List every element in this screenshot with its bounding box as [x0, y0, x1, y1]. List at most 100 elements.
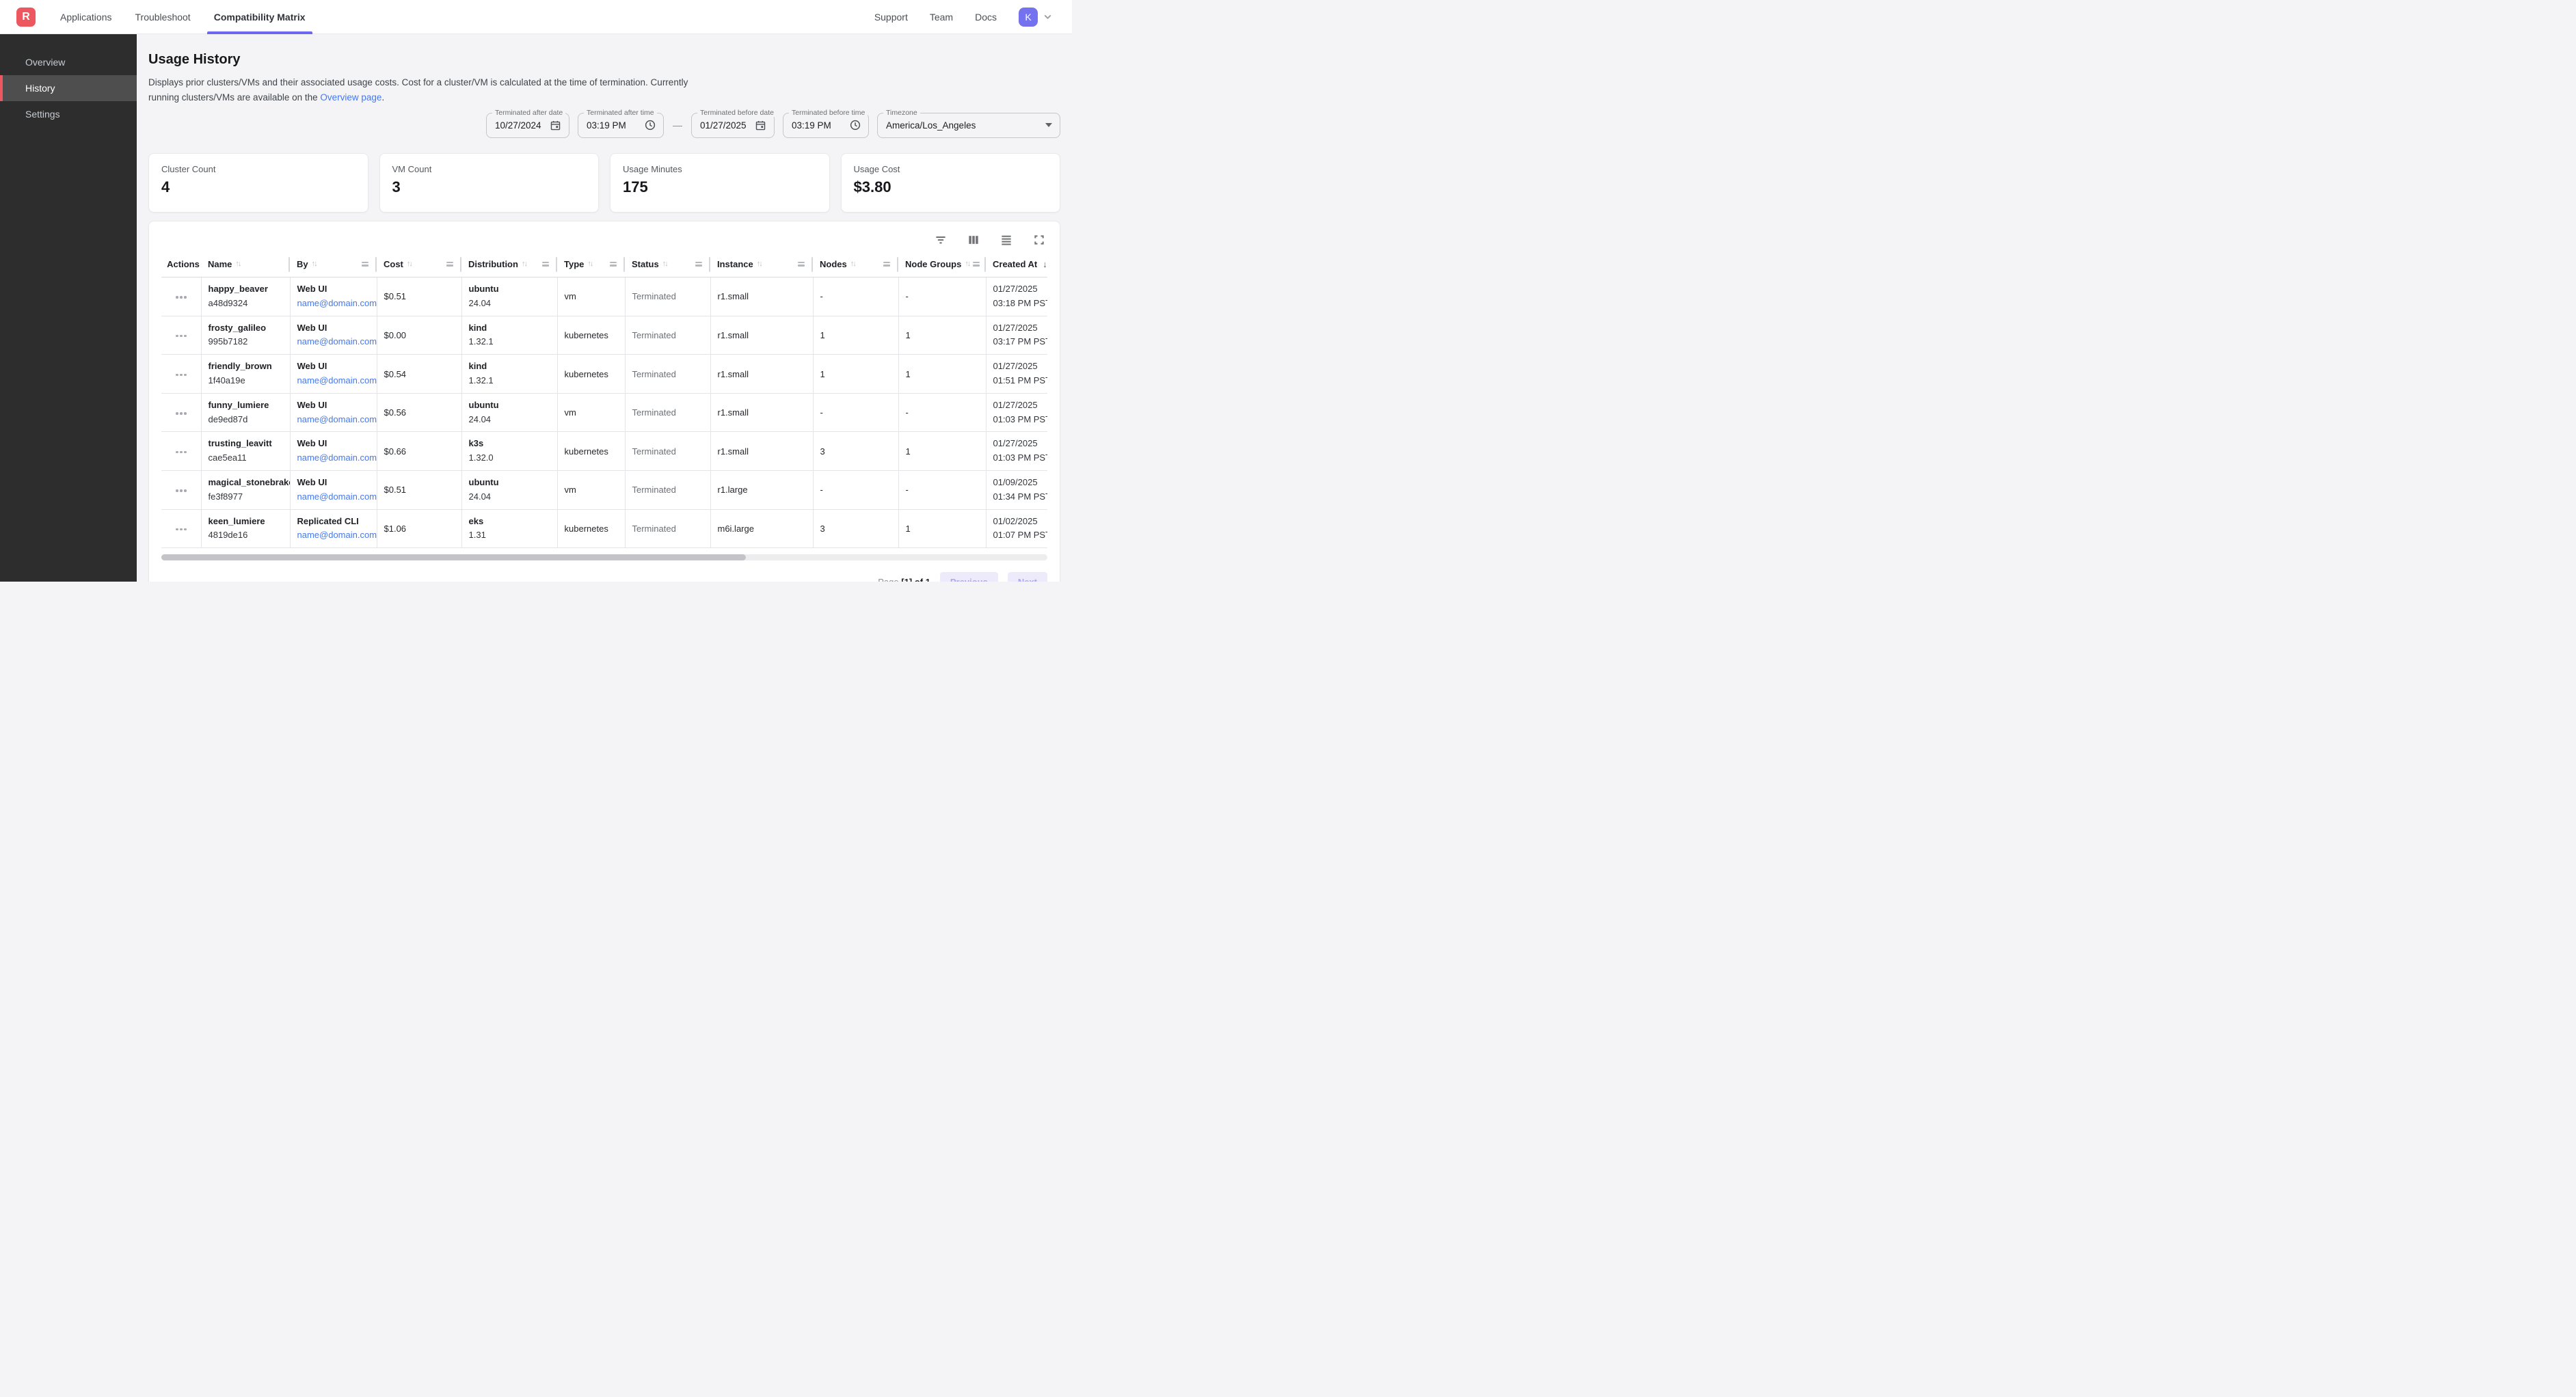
column-header-type[interactable]: Type ↑↓ — [557, 251, 625, 278]
terminated-before-date-input[interactable] — [700, 120, 752, 131]
created-time: 01:07 PM PST — [993, 530, 1048, 541]
actions-cell — [161, 509, 201, 549]
nodes-cell: - — [812, 470, 898, 510]
overview-page-link[interactable]: Overview page — [320, 92, 382, 103]
tab-troubleshoot[interactable]: Troubleshoot — [135, 11, 191, 23]
type-value: vm — [564, 291, 576, 302]
column-menu-icon[interactable] — [883, 261, 896, 267]
terminated-after-time-field[interactable]: Terminated after time — [578, 108, 664, 138]
sidebar-item-overview[interactable]: Overview — [25, 57, 66, 68]
clock-icon[interactable] — [644, 119, 656, 131]
instance-value: r1.small — [717, 329, 749, 340]
sort-arrows-icon[interactable]: ↑↓ — [756, 260, 763, 269]
row-actions-button[interactable] — [173, 331, 189, 342]
column-header-instance[interactable]: Instance ↑↓ — [710, 251, 813, 278]
terminated-before-date-field[interactable]: Terminated before date — [691, 108, 777, 138]
sort-arrows-icon[interactable]: ↑↓ — [235, 260, 241, 269]
created-by-email-link[interactable]: name@domain.com — [297, 413, 377, 424]
sort-descending-icon[interactable]: ↓ — [1043, 258, 1047, 269]
nav-link-docs[interactable]: Docs — [975, 11, 997, 23]
sidebar-item-history[interactable]: History — [0, 75, 137, 101]
density-icon[interactable] — [998, 232, 1015, 248]
timezone-select[interactable]: Timezone America/Los_Angeles — [877, 108, 1060, 138]
column-menu-icon[interactable] — [695, 261, 708, 267]
terminated-before-time-input[interactable] — [792, 120, 846, 131]
row-actions-button[interactable] — [173, 447, 189, 458]
column-menu-icon[interactable] — [362, 261, 374, 267]
name-cell: frosty_galileo 995b7182 — [200, 316, 290, 355]
column-menu-icon[interactable] — [798, 261, 810, 267]
terminated-after-time-input[interactable] — [587, 120, 641, 131]
created-by-email-link[interactable]: name@domain.com — [297, 375, 377, 386]
column-header-created-at[interactable]: Created At ↓ — [986, 251, 1047, 278]
sort-arrows-icon[interactable]: ↑↓ — [850, 260, 857, 269]
tab-applications[interactable]: Applications — [60, 11, 112, 23]
next-page-button[interactable]: Next — [1007, 572, 1047, 582]
sort-arrows-icon[interactable]: ↑↓ — [521, 260, 528, 269]
created-by-email-link[interactable]: name@domain.com — [297, 491, 377, 502]
account-menu[interactable]: K — [1019, 7, 1053, 27]
row-actions-button[interactable] — [173, 292, 189, 303]
column-header-cost[interactable]: Cost ↑↓ — [377, 251, 461, 278]
column-header-name[interactable]: Name ↑↓ — [201, 251, 290, 278]
sort-arrows-icon[interactable]: ↑↓ — [662, 260, 669, 269]
terminated-after-date-field[interactable]: Terminated after date — [486, 108, 569, 138]
row-actions-button[interactable] — [173, 408, 189, 419]
avatar[interactable]: K — [1019, 7, 1038, 27]
nav-link-support[interactable]: Support — [874, 11, 908, 23]
status-value: Terminated — [632, 368, 676, 379]
column-header-by[interactable]: By ↑↓ — [290, 251, 377, 278]
nodes-cell: - — [812, 277, 898, 316]
sort-arrows-icon[interactable]: ↑↓ — [965, 260, 971, 269]
terminated-before-time-field[interactable]: Terminated before time — [783, 108, 869, 138]
node-groups-cell: - — [898, 277, 986, 316]
column-header-status[interactable]: Status ↑↓ — [625, 251, 710, 278]
scrollbar-thumb[interactable] — [161, 554, 747, 561]
row-actions-button[interactable] — [173, 524, 189, 535]
row-actions-button[interactable] — [173, 370, 189, 381]
column-header-node-groups[interactable]: Node Groups ↑↓ — [898, 251, 986, 278]
calendar-icon[interactable] — [550, 120, 561, 131]
clock-icon[interactable] — [849, 119, 861, 131]
cluster-name: magical_stonebraker — [208, 477, 291, 487]
created-by-email-link[interactable]: name@domain.com — [297, 452, 377, 463]
replicated-logo[interactable]: R — [16, 7, 36, 27]
cost-cell: $0.51 — [376, 470, 461, 510]
filter-icon[interactable] — [933, 232, 949, 248]
sort-arrows-icon[interactable]: ↑↓ — [587, 260, 593, 269]
created-by-email-link[interactable]: name@domain.com — [297, 297, 377, 308]
stat-card-cluster-count: Cluster Count 4 — [148, 152, 368, 213]
node-groups-cell: - — [898, 393, 986, 433]
horizontal-scrollbar[interactable] — [161, 554, 1047, 561]
row-actions-button[interactable] — [173, 485, 189, 496]
created-by-email-link[interactable]: name@domain.com — [297, 530, 377, 541]
instance-value: m6i.large — [717, 523, 754, 534]
previous-page-button[interactable]: Previous — [939, 572, 998, 582]
table-row: trusting_leavitt cae5ea11 Web UI name@domai… — [161, 431, 1047, 471]
stat-card-usage-minutes: Usage Minutes 175 — [610, 152, 830, 213]
column-menu-icon[interactable] — [446, 261, 459, 267]
created-by-email-link[interactable]: name@domain.com — [297, 336, 377, 347]
column-header-distribution[interactable]: Distribution ↑↓ — [461, 251, 557, 278]
columns-icon[interactable] — [965, 232, 982, 248]
column-menu-icon[interactable] — [610, 261, 622, 267]
created-by-source: Web UI — [297, 438, 327, 449]
instance-value: r1.small — [717, 368, 749, 379]
sort-arrows-icon[interactable]: ↑↓ — [311, 260, 318, 269]
type-cell: kubernetes — [556, 431, 625, 471]
tab-compatibility-matrix[interactable]: Compatibility Matrix — [206, 0, 312, 34]
status-cell: Terminated — [624, 393, 710, 433]
sort-arrows-icon[interactable]: ↑↓ — [406, 260, 413, 269]
usage-history-table-card: Actions Name ↑↓ By ↑↓ Cost ↑↓ Distribution ↑↓ Typ… — [148, 220, 1060, 582]
nav-link-team[interactable]: Team — [929, 11, 954, 23]
fullscreen-icon[interactable] — [1031, 232, 1047, 248]
sidebar-item-settings[interactable]: Settings — [25, 109, 60, 120]
instance-cell: r1.small — [710, 316, 813, 355]
instance-value: r1.large — [717, 485, 748, 496]
calendar-icon[interactable] — [755, 120, 766, 131]
column-menu-icon[interactable] — [973, 261, 985, 267]
column-header-nodes[interactable]: Nodes ↑↓ — [813, 251, 898, 278]
node-groups-value: - — [905, 407, 909, 418]
column-menu-icon[interactable] — [542, 261, 554, 267]
terminated-after-date-input[interactable] — [495, 120, 547, 131]
